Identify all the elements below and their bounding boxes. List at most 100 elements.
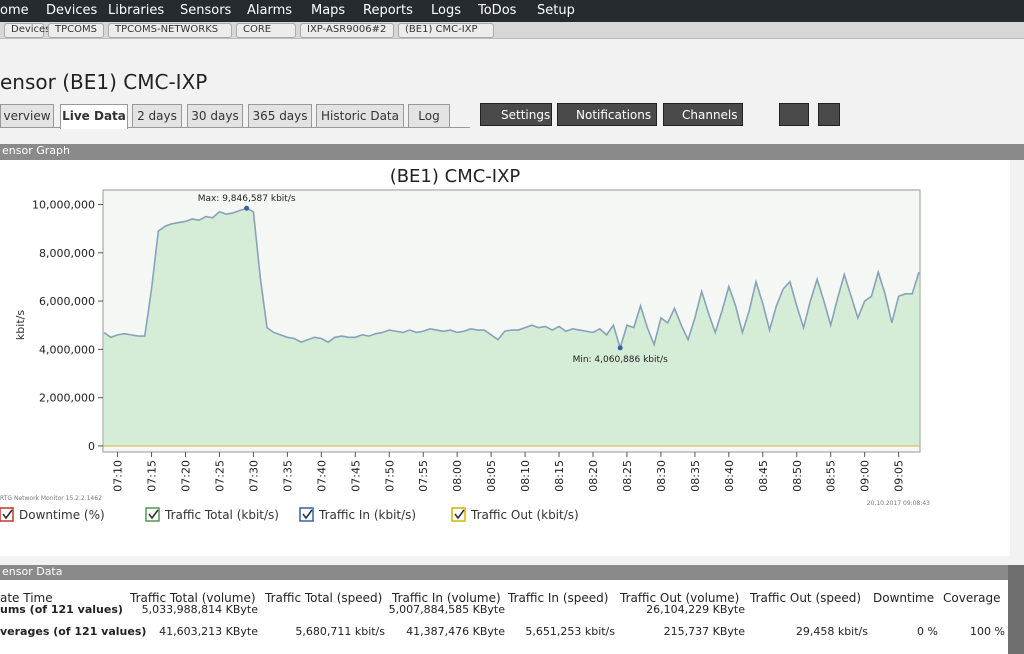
x-tick-label: 09:00	[859, 460, 872, 492]
y-tick-label: 10,000,000	[32, 198, 95, 211]
x-tick-label: 08:00	[451, 460, 464, 492]
x-tick-label: 07:55	[417, 460, 430, 492]
x-tick-label: 07:35	[281, 460, 294, 492]
nav-item[interactable]: Logs	[431, 3, 461, 18]
table-body	[0, 580, 1010, 654]
table-header: Traffic In (speed)	[508, 591, 609, 605]
x-tick-label: 09:05	[893, 460, 906, 492]
legend-item[interactable]: Traffic In (kbit/s)	[299, 507, 416, 522]
section-header: ensor Data	[0, 565, 1010, 580]
x-tick-label: 08:50	[791, 460, 804, 492]
tab[interactable]: Historic Data	[316, 104, 404, 127]
tab[interactable]: verview	[0, 104, 54, 127]
nav-item[interactable]: Setup	[537, 3, 575, 18]
toolbar-button[interactable]: Notifications	[557, 103, 657, 126]
table-cell: 26,104,229 KByte	[646, 603, 745, 616]
legend-item[interactable]: Traffic Total (kbit/s)	[145, 507, 279, 522]
x-tick-label: 08:35	[689, 460, 702, 492]
legend-check	[2, 509, 13, 520]
x-tick-label: 08:30	[655, 460, 668, 492]
legend-label: Traffic Total (kbit/s)	[164, 508, 279, 522]
section-header: ensor Graph	[0, 144, 1024, 160]
nav-item[interactable]: Reports	[363, 3, 413, 18]
tab[interactable]: 2 days	[132, 104, 182, 127]
breadcrumb[interactable]: TPCOMS-NETWORKS	[108, 23, 232, 38]
x-tick-label: 08:25	[621, 460, 634, 492]
x-tick-label: 08:10	[519, 460, 532, 492]
toolbar-icon-button[interactable]	[818, 103, 840, 126]
nav-item[interactable]: Devices	[46, 3, 98, 18]
tab[interactable]: Live Data	[60, 104, 128, 129]
y-tick-label: 0	[88, 440, 95, 453]
nav-item[interactable]: ome	[0, 3, 29, 18]
table-cell: 29,458 kbit/s	[795, 625, 868, 638]
legend-item[interactable]: Traffic Out (kbit/s)	[451, 507, 579, 522]
footer-version: RTG Network Monitor 15.2.2.1462	[0, 495, 102, 502]
table-header: Downtime	[873, 591, 935, 605]
x-tick-label: 08:45	[757, 460, 770, 492]
y-axis-label: kbit/s	[14, 310, 27, 340]
nav-bar	[0, 0, 1024, 22]
x-tick-label: 07:50	[383, 460, 396, 492]
x-tick-label: 07:40	[315, 460, 328, 492]
nav-item[interactable]: Maps	[311, 3, 346, 18]
area-line	[103, 207, 920, 351]
table-header: Traffic Out (speed)	[750, 591, 862, 605]
sensor-graph: (BE1) CMC-IXP kbit/s 0 2,000,000 4,000,000 6,…	[0, 160, 1010, 556]
max-point	[244, 205, 250, 211]
toolbar-icon-button[interactable]	[779, 103, 809, 126]
nav-item[interactable]: ToDos	[478, 3, 517, 18]
table-header: Coverage	[943, 591, 1001, 605]
legend-label: Traffic Out (kbit/s)	[470, 508, 579, 522]
x-tick-label: 07:20	[180, 460, 193, 492]
tab[interactable]: 365 days	[248, 104, 312, 127]
toolbar-button[interactable]: Settings	[480, 103, 552, 126]
tab[interactable]: Log	[408, 104, 450, 127]
table-header: Traffic Out (volume)	[620, 591, 740, 605]
legend-label: Traffic In (kbit/s)	[318, 508, 416, 522]
breadcrumb[interactable]: IXP-ASR9006#2	[300, 23, 394, 38]
max-annotation: Max: 9,846,587 kbit/s	[198, 194, 296, 204]
legend-checkbox	[451, 507, 466, 522]
min-point	[617, 345, 623, 351]
breadcrumb[interactable]: CORE	[236, 23, 296, 38]
nav-item[interactable]: Sensors	[180, 3, 232, 18]
table-cell: 41,387,476 KByte	[406, 625, 505, 638]
breadcrumb[interactable]: Devices	[4, 23, 50, 38]
table-cell: 5,651,253 kbit/s	[525, 625, 615, 638]
table-header: ate Time	[0, 591, 53, 605]
table-header: Traffic In (volume)	[392, 591, 501, 605]
page-title: ensor (BE1) CMC-IXP	[0, 70, 208, 94]
legend-check	[454, 509, 465, 520]
y-tick-label: 6,000,000	[39, 295, 95, 308]
breadcrumb[interactable]: TPCOMS	[48, 23, 104, 38]
breadcrumb[interactable]: (BE1) CMC-IXP	[398, 23, 494, 38]
area-fill	[104, 208, 919, 446]
x-tick-label: 08:40	[723, 460, 736, 492]
x-tick-label: 08:20	[587, 460, 600, 492]
table-header: Traffic Total (volume)	[130, 591, 256, 605]
legend-check	[148, 509, 159, 520]
y-tick-label: 2,000,000	[39, 392, 95, 405]
nav-item[interactable]: Libraries	[108, 3, 165, 18]
x-tick-label: 07:30	[247, 460, 260, 492]
footer-timestamp: 20.10.2017 09:08:43	[867, 500, 930, 507]
nav-item[interactable]: Alarms	[247, 3, 293, 18]
y-tick-label: 4,000,000	[39, 343, 95, 356]
chart-title: (BE1) CMC-IXP	[390, 166, 521, 187]
tab[interactable]: 30 days	[187, 104, 243, 127]
min-annotation: Min: 4,060,886 kbit/s	[573, 355, 669, 365]
tab-strip	[0, 127, 470, 128]
table-cell: 5,007,884,585 KByte	[388, 603, 505, 616]
legend-checkbox	[299, 507, 314, 522]
toolbar-button[interactable]: Channels	[663, 103, 743, 126]
table-border	[1008, 565, 1024, 654]
table-cell: 0 %	[917, 625, 938, 638]
table-cell: 100 %	[970, 625, 1005, 638]
x-tick-label: 08:05	[485, 460, 498, 492]
legend-checkbox	[0, 507, 14, 522]
table-header: Traffic Total (speed)	[265, 591, 383, 605]
legend-checkbox	[145, 507, 160, 522]
legend-item[interactable]: Downtime (%)	[0, 507, 105, 522]
